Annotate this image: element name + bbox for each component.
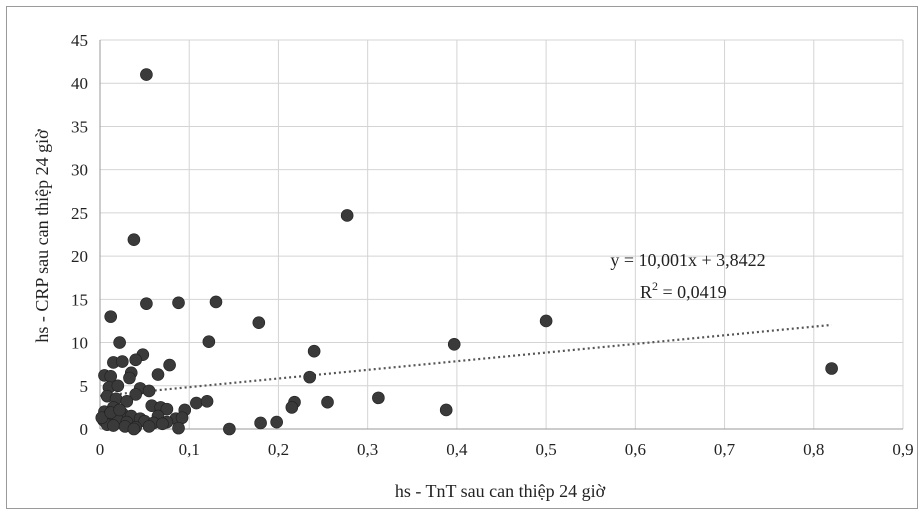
data-point	[142, 420, 156, 433]
data-point	[200, 395, 214, 408]
data-point	[140, 297, 153, 310]
data-points	[95, 68, 838, 436]
data-point	[160, 402, 174, 416]
data-point	[129, 388, 142, 401]
data-point	[254, 416, 267, 430]
y-tick-label: 20	[71, 247, 88, 266]
data-point	[172, 421, 185, 435]
y-tick-label: 45	[71, 31, 88, 50]
y-tick-label: 10	[71, 334, 88, 353]
data-point	[223, 422, 236, 436]
data-point	[113, 336, 126, 349]
data-point	[825, 362, 838, 375]
data-point	[172, 296, 185, 310]
y-tick-label: 5	[80, 377, 89, 396]
x-tick-label: 0,5	[535, 440, 556, 459]
data-point	[104, 310, 118, 323]
data-point	[190, 396, 203, 410]
data-point	[539, 314, 553, 328]
data-point	[439, 403, 453, 417]
data-point	[270, 415, 283, 429]
x-tick-label: 0,9	[892, 440, 913, 459]
trendline-equation: y = 10,001x + 3,8422	[610, 250, 765, 270]
x-tick-labels: 0 0,1 0,2 0,3 0,4 0,5 0,6 0,7 0,8 0,9	[96, 440, 914, 459]
y-tick-labels: 0 5 10 15 20 25 30 35 40 45	[71, 31, 88, 439]
data-point	[447, 337, 461, 351]
data-point	[156, 417, 169, 431]
data-point	[127, 422, 141, 436]
gridlines	[100, 39, 904, 429]
r-squared-value: = 0,0419	[658, 282, 727, 302]
data-point	[209, 295, 223, 309]
x-axis-title: hs - TnT sau can thiệp 24 giờ	[395, 481, 606, 501]
y-tick-label: 15	[71, 290, 88, 309]
data-point	[321, 395, 334, 409]
data-point	[107, 419, 120, 432]
x-tick-label: 0	[96, 440, 105, 459]
x-tick-label: 0,7	[714, 440, 736, 459]
data-point	[285, 401, 299, 414]
y-tick-label: 30	[71, 161, 88, 180]
data-point	[202, 335, 216, 348]
x-tick-label: 0,2	[268, 440, 289, 459]
y-tick-label: 25	[71, 204, 88, 223]
data-point	[111, 379, 125, 393]
data-point	[113, 403, 126, 417]
data-point	[116, 355, 129, 368]
r-squared-label: R2 = 0,0419	[640, 279, 727, 302]
data-point	[142, 384, 156, 398]
data-point	[140, 68, 153, 81]
data-point	[340, 209, 354, 222]
y-tick-label: 35	[71, 117, 88, 136]
data-point	[123, 371, 136, 385]
y-tick-label: 0	[80, 420, 89, 439]
data-point	[163, 358, 176, 372]
data-point	[372, 391, 385, 405]
axes	[99, 40, 903, 430]
data-point	[129, 353, 142, 367]
data-point	[252, 316, 266, 329]
x-tick-label: 0,3	[357, 440, 378, 459]
y-tick-label: 40	[71, 74, 88, 93]
r-squared-letter: R	[640, 282, 652, 302]
data-point	[127, 233, 141, 246]
data-point	[303, 370, 316, 384]
r-squared-superscript: 2	[652, 279, 658, 293]
x-tick-label: 0,1	[179, 440, 200, 459]
x-tick-label: 0,8	[803, 440, 824, 459]
x-tick-label: 0,6	[625, 440, 646, 459]
data-point	[120, 395, 134, 408]
data-point	[307, 344, 321, 358]
x-tick-label: 0,4	[446, 440, 468, 459]
data-point	[151, 368, 165, 381]
y-axis-title: hs - CRP sau can thiệp 24 giờ	[32, 129, 52, 343]
